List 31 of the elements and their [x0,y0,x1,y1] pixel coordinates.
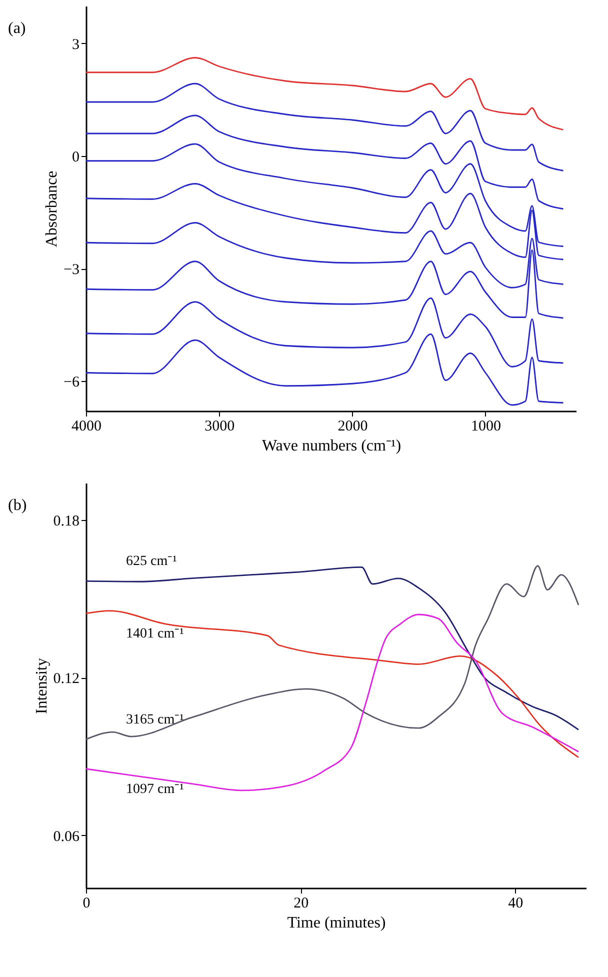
series-label: 1401 cm⁻¹ [126,626,184,642]
series-label: 3165 cm⁻¹ [126,712,184,728]
line-series [86,297,564,368]
line-series [86,333,564,406]
series-label: 625 cm⁻¹ [126,554,177,570]
x-tick-label: 3000 [204,418,235,434]
x-tick-label: 4000 [72,418,102,434]
y-tick-label: −3 [64,262,80,278]
series-label: 1097 cm⁻¹ [126,782,184,797]
x-tick-label: 0 [82,896,90,912]
x-axis-title: Wave numbers (cm⁻¹) [262,438,402,454]
x-axis-title: Time (minutes) [287,914,386,932]
y-axis-title: Absorbance [44,170,61,248]
y-tick-label: 0.18 [53,513,80,530]
line-series [86,114,564,210]
x-tick-label: 40 [508,896,524,912]
line-series [86,614,580,792]
y-tick-label: 0 [72,150,80,166]
x-tick-label: 2000 [338,418,368,434]
text: (a) [8,20,26,37]
x-tick-label: 1000 [470,418,501,434]
line-series [86,57,564,130]
line-series [86,610,580,758]
y-tick-label: 0.06 [53,828,80,845]
line-series [86,82,564,172]
y-tick-label: 3 [72,37,80,53]
x-tick-label: 20 [294,896,309,912]
text: (b) [8,497,27,514]
y-tick-label: 0.12 [53,671,80,688]
y-tick-label: −6 [64,374,80,390]
y-axis-title: Intensity [33,658,50,714]
